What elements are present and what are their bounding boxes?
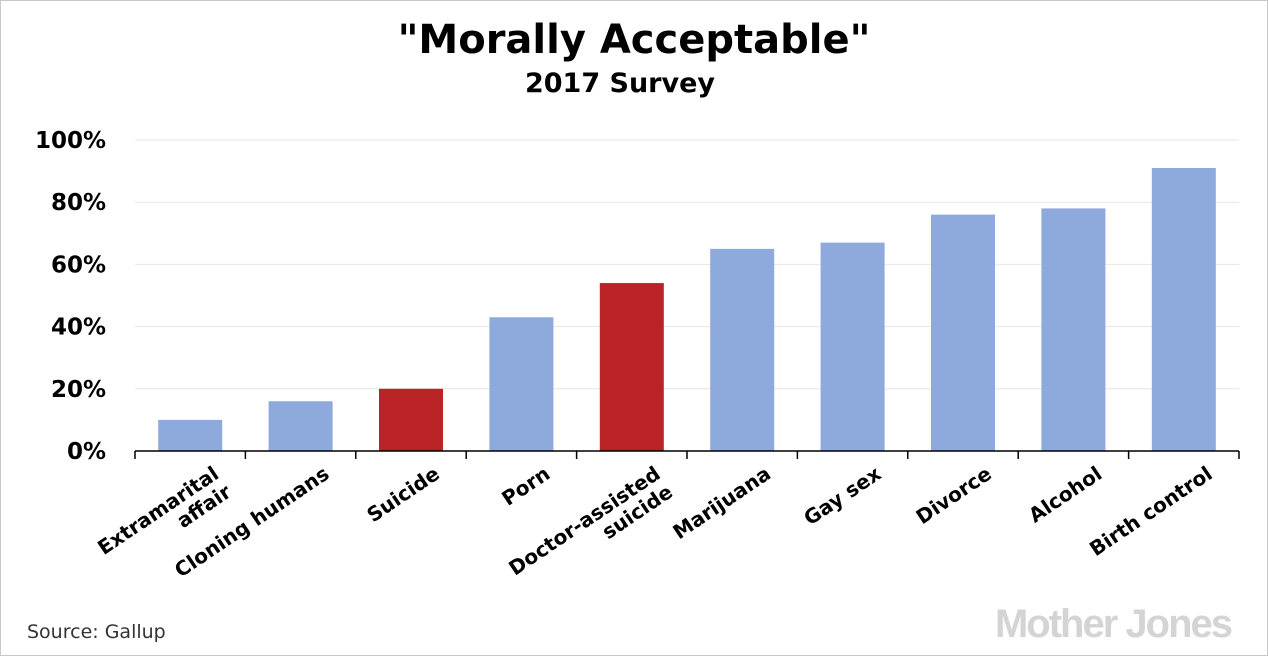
- bar: [820, 242, 885, 451]
- y-tick-labels: 0% 20% 40% 60% 80% 100%: [35, 128, 106, 465]
- bar: [268, 401, 333, 451]
- bars: [158, 167, 1216, 452]
- mother-jones-logo: Mother Jones: [995, 602, 1232, 646]
- x-tick-label: Birth control: [1085, 461, 1217, 561]
- x-tick-label: Suicide: [362, 461, 443, 527]
- y-tick-label: 0%: [67, 439, 106, 465]
- chart-title: "Morally Acceptable": [398, 17, 871, 63]
- bar: [489, 317, 554, 451]
- axes: [134, 450, 1240, 459]
- x-tick-label: Gay sex: [799, 461, 885, 530]
- x-tick-label: Porn: [497, 461, 554, 510]
- y-tick-label: 40%: [51, 315, 106, 341]
- y-tick-label: 20%: [51, 377, 106, 403]
- bar: [931, 214, 995, 451]
- y-tick-label: 60%: [51, 252, 106, 278]
- x-tick-label: Divorce: [911, 461, 995, 529]
- bar: [1151, 167, 1216, 452]
- x-tick-label: Alcohol: [1024, 461, 1106, 527]
- y-tick-label: 80%: [51, 190, 106, 216]
- bar: [379, 388, 443, 451]
- bar: [1041, 208, 1106, 451]
- bar: [599, 283, 664, 451]
- bar: [710, 248, 775, 451]
- x-tick-label: Marijuana: [668, 461, 775, 544]
- y-tick-label: 100%: [35, 128, 106, 154]
- source-note: Source: Gallup: [27, 621, 166, 643]
- bar: [158, 419, 223, 451]
- chart-subtitle: 2017 Survey: [525, 68, 715, 99]
